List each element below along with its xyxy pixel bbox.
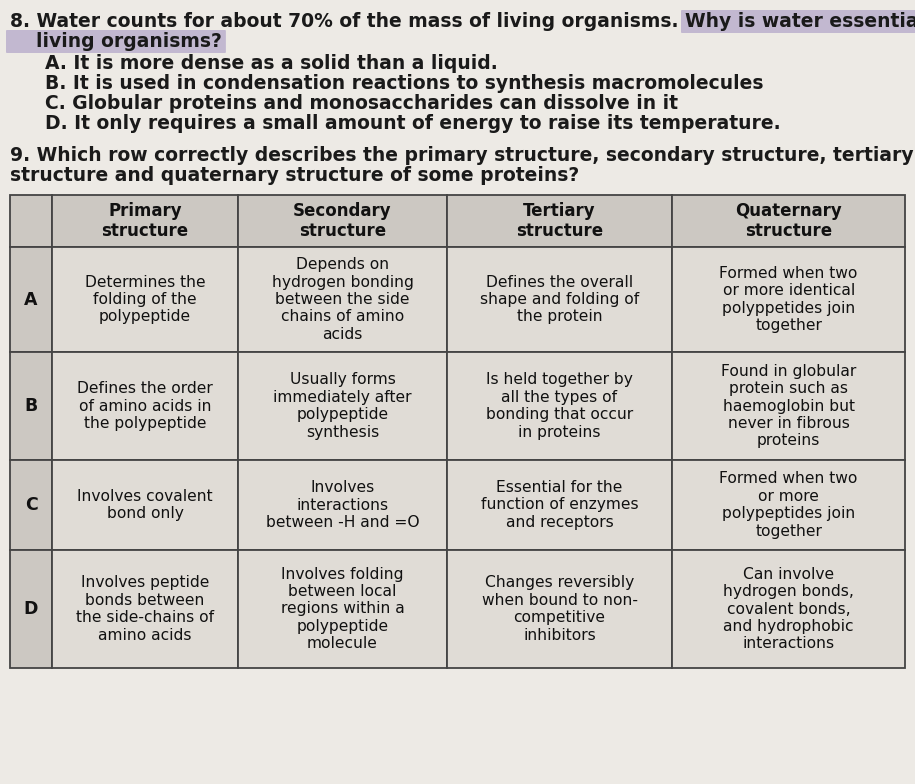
Text: Involves peptide
bonds between
the side-chains of
amino acids: Involves peptide bonds between the side-… <box>76 575 214 643</box>
Text: living organisms?: living organisms? <box>10 32 221 51</box>
Bar <box>238 460 447 550</box>
Text: C. Globular proteins and monosaccharides can dissolve in it: C. Globular proteins and monosaccharides… <box>45 94 678 113</box>
Text: Involves covalent
bond only: Involves covalent bond only <box>78 488 213 521</box>
Text: A: A <box>25 291 38 308</box>
Text: Found in globular
protein such as
haemoglobin but
never in fibrous
proteins: Found in globular protein such as haemog… <box>721 364 856 448</box>
Bar <box>447 195 673 247</box>
Bar <box>52 550 238 668</box>
Bar <box>10 247 52 352</box>
Bar <box>447 550 673 668</box>
Bar <box>10 550 52 668</box>
Bar <box>673 247 905 352</box>
Bar <box>673 550 905 668</box>
Text: Involves
interactions
between -H and =O: Involves interactions between -H and =O <box>265 480 419 530</box>
Text: Secondary
structure: Secondary structure <box>293 201 392 241</box>
Bar <box>10 352 52 460</box>
Text: Changes reversibly
when bound to non-
competitive
inhibitors: Changes reversibly when bound to non- co… <box>481 575 638 643</box>
Text: Defines the order
of amino acids in
the polypeptide: Defines the order of amino acids in the … <box>77 381 213 431</box>
Bar <box>673 460 905 550</box>
Text: Essential for the
function of enzymes
and receptors: Essential for the function of enzymes an… <box>480 480 639 530</box>
Text: A. It is more dense as a solid than a liquid.: A. It is more dense as a solid than a li… <box>45 54 498 73</box>
Text: Can involve
hydrogen bonds,
covalent bonds,
and hydrophobic
interactions: Can involve hydrogen bonds, covalent bon… <box>723 567 854 652</box>
Bar <box>447 460 673 550</box>
Text: Tertiary
structure: Tertiary structure <box>516 201 603 241</box>
Text: Usually forms
immediately after
polypeptide
synthesis: Usually forms immediately after polypept… <box>274 372 412 440</box>
FancyBboxPatch shape <box>6 30 226 53</box>
Text: Determines the
folding of the
polypeptide: Determines the folding of the polypeptid… <box>85 274 206 325</box>
Bar <box>238 247 447 352</box>
Text: Formed when two
or more
polypeptides join
together: Formed when two or more polypeptides joi… <box>719 471 858 539</box>
Text: Depends on
hydrogen bonding
between the side
chains of amino
acids: Depends on hydrogen bonding between the … <box>272 257 414 342</box>
Text: Is held together by
all the types of
bonding that occur
in proteins: Is held together by all the types of bon… <box>486 372 633 440</box>
Bar <box>238 195 447 247</box>
Bar <box>673 352 905 460</box>
Bar <box>52 247 238 352</box>
Bar <box>10 195 52 247</box>
Text: B. It is used in condensation reactions to synthesis macromolecules: B. It is used in condensation reactions … <box>45 74 763 93</box>
Text: Primary
structure: Primary structure <box>102 201 188 241</box>
Text: Quaternary
structure: Quaternary structure <box>736 201 842 241</box>
Bar <box>238 352 447 460</box>
Bar <box>52 352 238 460</box>
Text: Defines the overall
shape and folding of
the protein: Defines the overall shape and folding of… <box>479 274 640 325</box>
Text: Formed when two
or more identical
polyppetides join
together: Formed when two or more identical polypp… <box>719 266 858 333</box>
Bar <box>52 195 238 247</box>
FancyBboxPatch shape <box>681 10 915 33</box>
Text: 9. Which row correctly describes the primary structure, secondary structure, ter: 9. Which row correctly describes the pri… <box>10 146 913 165</box>
Text: C: C <box>25 496 38 514</box>
Bar <box>10 460 52 550</box>
Bar <box>673 195 905 247</box>
Text: D: D <box>24 600 38 618</box>
Text: Why is water essential for: Why is water essential for <box>685 12 915 31</box>
Text: structure and quaternary structure of some proteins?: structure and quaternary structure of so… <box>10 166 579 185</box>
Bar <box>447 352 673 460</box>
Bar <box>52 460 238 550</box>
Bar <box>447 247 673 352</box>
Text: B: B <box>25 397 38 415</box>
Text: D. It only requires a small amount of energy to raise its temperature.: D. It only requires a small amount of en… <box>45 114 780 133</box>
Bar <box>238 550 447 668</box>
Text: 8. Water counts for about 70% of the mass of living organisms.: 8. Water counts for about 70% of the mas… <box>10 12 685 31</box>
Text: Involves folding
between local
regions within a
polypeptide
molecule: Involves folding between local regions w… <box>281 567 404 652</box>
